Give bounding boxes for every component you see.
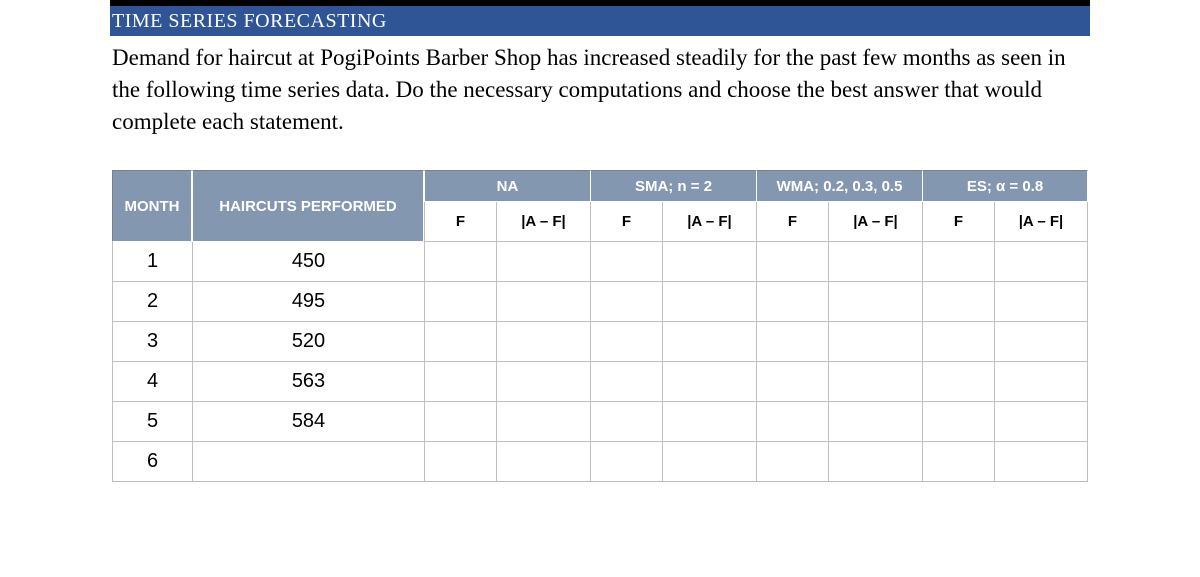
table-header-row-1: MONTH HAIRCUTS PERFORMED NA SMA; n = 2 W… [112,170,1088,202]
cell-month: 1 [112,242,192,282]
cell-blank [828,442,922,482]
col-group-sma: SMA; n = 2 [590,170,756,202]
cell-blank [828,242,922,282]
cell-blank [756,402,828,442]
col-sub-af: |A – F| [496,202,590,242]
cell-blank [994,362,1088,402]
cell-blank [922,442,994,482]
table-row: 2 495 [112,282,1088,322]
cell-blank [424,402,496,442]
cell-haircuts: 584 [192,402,424,442]
col-sub-af: |A – F| [662,202,756,242]
cell-blank [994,322,1088,362]
cell-blank [756,362,828,402]
col-sub-f: F [756,202,828,242]
table-body: 1 450 2 495 3 520 [112,242,1088,482]
col-sub-f: F [590,202,662,242]
cell-month: 4 [112,362,192,402]
cell-blank [424,442,496,482]
cell-blank [828,402,922,442]
col-sub-af: |A – F| [828,202,922,242]
col-group-es: ES; α = 0.8 [922,170,1088,202]
cell-blank [756,322,828,362]
cell-haircuts: 450 [192,242,424,282]
cell-month: 2 [112,282,192,322]
col-group-label: SMA; n = 2 [635,178,712,195]
cell-blank [590,322,662,362]
cell-blank [496,402,590,442]
cell-blank [424,242,496,282]
cell-month: 6 [112,442,192,482]
cell-blank [496,362,590,402]
cell-blank [662,282,756,322]
col-sub-af: |A – F| [994,202,1088,242]
cell-blank [496,322,590,362]
cell-blank [922,402,994,442]
cell-blank [922,322,994,362]
cell-blank [994,282,1088,322]
cell-blank [994,402,1088,442]
cell-blank [424,282,496,322]
cell-month: 3 [112,322,192,362]
col-sub-f: F [424,202,496,242]
forecast-table: MONTH HAIRCUTS PERFORMED NA SMA; n = 2 W… [112,170,1088,482]
cell-blank [590,282,662,322]
col-sub-f: F [922,202,994,242]
cell-blank [662,242,756,282]
col-header-haircuts: HAIRCUTS PERFORMED [192,170,424,242]
cell-blank [590,402,662,442]
cell-haircuts: 520 [192,322,424,362]
cell-haircuts: 495 [192,282,424,322]
cell-blank [662,362,756,402]
intro-paragraph: Demand for haircut at PogiPoints Barber … [112,42,1090,138]
cell-blank [496,442,590,482]
cell-month: 5 [112,402,192,442]
col-group-label: WMA; 0.2, 0.3, 0.5 [777,178,903,195]
cell-blank [922,242,994,282]
col-group-label: ES; α = 0.8 [967,178,1043,195]
cell-blank [828,322,922,362]
cell-blank [496,242,590,282]
forecast-table-wrap: MONTH HAIRCUTS PERFORMED NA SMA; n = 2 W… [112,170,1088,482]
cell-blank [496,282,590,322]
col-group-wma: WMA; 0.2, 0.3, 0.5 [756,170,922,202]
cell-blank [756,282,828,322]
cell-blank [756,242,828,282]
page-title: TIME SERIES FORECASTING [112,10,387,33]
cell-haircuts: 563 [192,362,424,402]
table-row: 6 [112,442,1088,482]
col-group-label: NA [497,178,519,195]
cell-blank [828,282,922,322]
cell-blank [590,362,662,402]
cell-blank [590,442,662,482]
table-row: 1 450 [112,242,1088,282]
cell-blank [994,242,1088,282]
cell-blank [662,322,756,362]
title-bar: TIME SERIES FORECASTING [110,6,1090,36]
cell-blank [756,442,828,482]
cell-blank [662,442,756,482]
cell-blank [994,442,1088,482]
cell-haircuts [192,442,424,482]
cell-blank [922,362,994,402]
cell-blank [922,282,994,322]
cell-blank [590,242,662,282]
cell-blank [662,402,756,442]
table-row: 4 563 [112,362,1088,402]
cell-blank [424,362,496,402]
table-row: 3 520 [112,322,1088,362]
page: TIME SERIES FORECASTING Demand for hairc… [0,0,1200,577]
col-group-na: NA [424,170,590,202]
cell-blank [828,362,922,402]
table-row: 5 584 [112,402,1088,442]
cell-blank [424,322,496,362]
col-header-month: MONTH [112,170,192,242]
